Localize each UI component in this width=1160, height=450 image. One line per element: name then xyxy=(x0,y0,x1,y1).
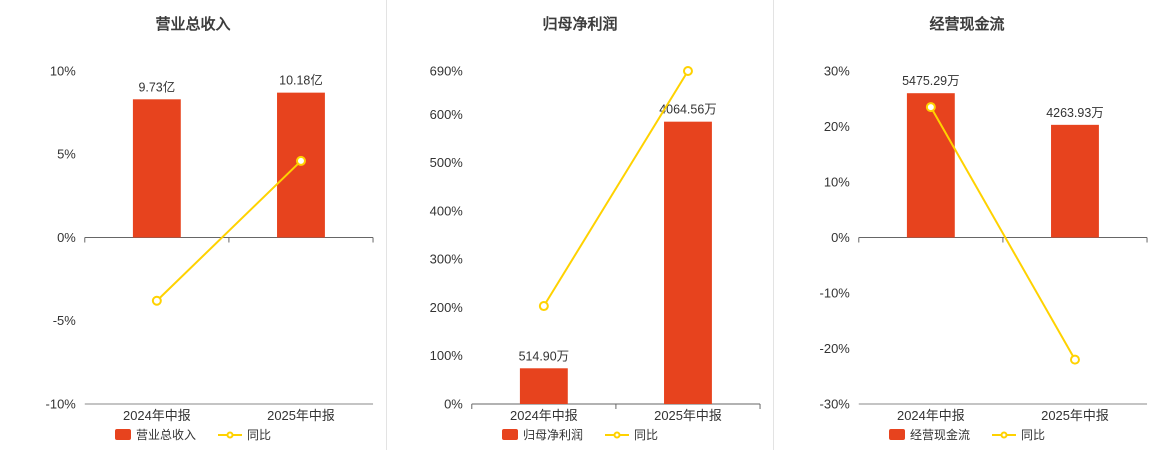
line-marker-dot-icon xyxy=(613,431,621,438)
chart-panel-revenue: 营业总收入 -10% -5% 0% 5% 10% 9.73亿 10.18亿 2024年中报 20… xyxy=(0,0,386,450)
y-tick-label: 10% xyxy=(824,174,850,189)
line-marker-dot-icon xyxy=(1000,431,1008,438)
legend-label-line: 同比 xyxy=(634,428,659,442)
x-category-label: 2024年中报 xyxy=(123,408,191,423)
y-tick-label: 100% xyxy=(430,348,464,363)
y-tick-label: 400% xyxy=(430,203,464,218)
y-tick-label: 20% xyxy=(824,119,850,134)
legend-label-line: 同比 xyxy=(1021,428,1046,442)
legend-item-bar-series[interactable]: 营业总收入 xyxy=(114,426,196,443)
line-point[interactable] xyxy=(925,102,936,113)
bar-2024年中报[interactable] xyxy=(132,99,181,238)
revenue-chart-plot: -10% -5% 0% 5% 10% 9.73亿 10.18亿 2024年中报 2025年中报 xyxy=(46,63,374,423)
bar-value-label: 4064.56万 xyxy=(659,103,716,117)
y-tick-label: 600% xyxy=(430,107,464,122)
y-tick-label: -20% xyxy=(820,341,851,356)
line-point[interactable] xyxy=(1069,354,1080,365)
bar-2024年中报[interactable] xyxy=(906,93,955,238)
y-tick-label: 5% xyxy=(57,147,76,162)
yoy-line xyxy=(929,106,1076,361)
y-tick-label: 0% xyxy=(444,396,463,411)
line-marker-icon xyxy=(218,431,242,438)
bar-2025年中报[interactable] xyxy=(664,121,712,404)
y-tick-label: 0% xyxy=(57,230,76,245)
bar-2025年中报[interactable] xyxy=(1051,124,1099,238)
y-tick-label: 10% xyxy=(50,63,76,78)
x-category-label: 2025年中报 xyxy=(654,408,722,423)
y-tick-label: 30% xyxy=(824,63,850,78)
y-tick-label: 500% xyxy=(430,155,464,170)
chart-panel-net-profit: 归母净利润 0% 100% 200% 300% 400% 500% 600% 690% 514.… xyxy=(386,0,773,450)
legend-item-bar-series[interactable]: 归母净利润 xyxy=(501,426,583,443)
legend-label-bar: 归母净利润 xyxy=(522,428,583,442)
legend-cash-flow: 经营现金流 同比 xyxy=(774,426,1160,443)
legend-label-line: 同比 xyxy=(247,428,272,442)
line-marker-dot-icon xyxy=(226,431,234,438)
chart-panel-cash-flow: 经营现金流 -30% -20% -10% 0% 10% 20% 30% 5475.29万 426… xyxy=(773,0,1160,450)
yoy-line xyxy=(542,70,689,307)
y-tick-label: 300% xyxy=(430,252,464,267)
line-marker-icon xyxy=(605,431,629,438)
net-profit-chart-plot: 0% 100% 200% 300% 400% 500% 600% 690% 514.90万 406… xyxy=(430,63,761,423)
y-tick-label: -5% xyxy=(53,313,77,328)
line-point[interactable] xyxy=(151,295,162,306)
legend-item-line-series[interactable]: 同比 xyxy=(218,426,271,443)
chart-title-net-profit: 归母净利润 xyxy=(542,16,618,33)
y-tick-label: 0% xyxy=(831,230,850,245)
legend-item-line-series[interactable]: 同比 xyxy=(992,426,1045,443)
bar-value-label: 4263.93万 xyxy=(1046,106,1103,120)
chart-title-revenue: 营业总收入 xyxy=(155,16,231,33)
y-tick-label: -10% xyxy=(46,396,77,411)
line-point[interactable] xyxy=(538,301,549,312)
y-tick-label: -30% xyxy=(820,396,851,411)
legend-item-line-series[interactable]: 同比 xyxy=(605,426,658,443)
cash-flow-chart-plot: -30% -20% -10% 0% 10% 20% 30% 5475.29万 4263.93万 2… xyxy=(820,63,1148,423)
x-category-label: 2025年中报 xyxy=(267,408,335,423)
y-tick-label: 200% xyxy=(430,300,464,315)
x-category-label: 2024年中报 xyxy=(510,408,578,423)
bar-2024年中报[interactable] xyxy=(519,368,568,404)
bar-swatch-icon xyxy=(501,429,518,440)
line-point[interactable] xyxy=(682,66,693,76)
x-category-label: 2024年中报 xyxy=(897,408,965,423)
legend-label-bar: 经营现金流 xyxy=(909,428,970,442)
yoy-line xyxy=(156,160,302,302)
bar-value-label: 9.73亿 xyxy=(138,79,175,94)
bar-swatch-icon xyxy=(888,429,905,440)
bar-value-label: 10.18亿 xyxy=(279,73,323,88)
bar-swatch-icon xyxy=(114,429,131,440)
bar-value-label: 5475.29万 xyxy=(902,74,959,88)
bar-value-label: 514.90万 xyxy=(519,349,570,363)
x-category-label: 2025年中报 xyxy=(1041,408,1109,423)
legend-net-profit: 归母净利润 同比 xyxy=(387,426,773,443)
chart-title-cash-flow: 经营现金流 xyxy=(929,16,1005,33)
legend-revenue: 营业总收入 同比 xyxy=(0,426,386,443)
y-tick-label: -10% xyxy=(820,285,851,300)
y-tick-label: 690% xyxy=(430,63,464,78)
line-marker-icon xyxy=(992,431,1016,438)
legend-label-bar: 营业总收入 xyxy=(135,428,196,442)
legend-item-bar-series[interactable]: 经营现金流 xyxy=(888,426,970,443)
line-point[interactable] xyxy=(295,155,306,166)
